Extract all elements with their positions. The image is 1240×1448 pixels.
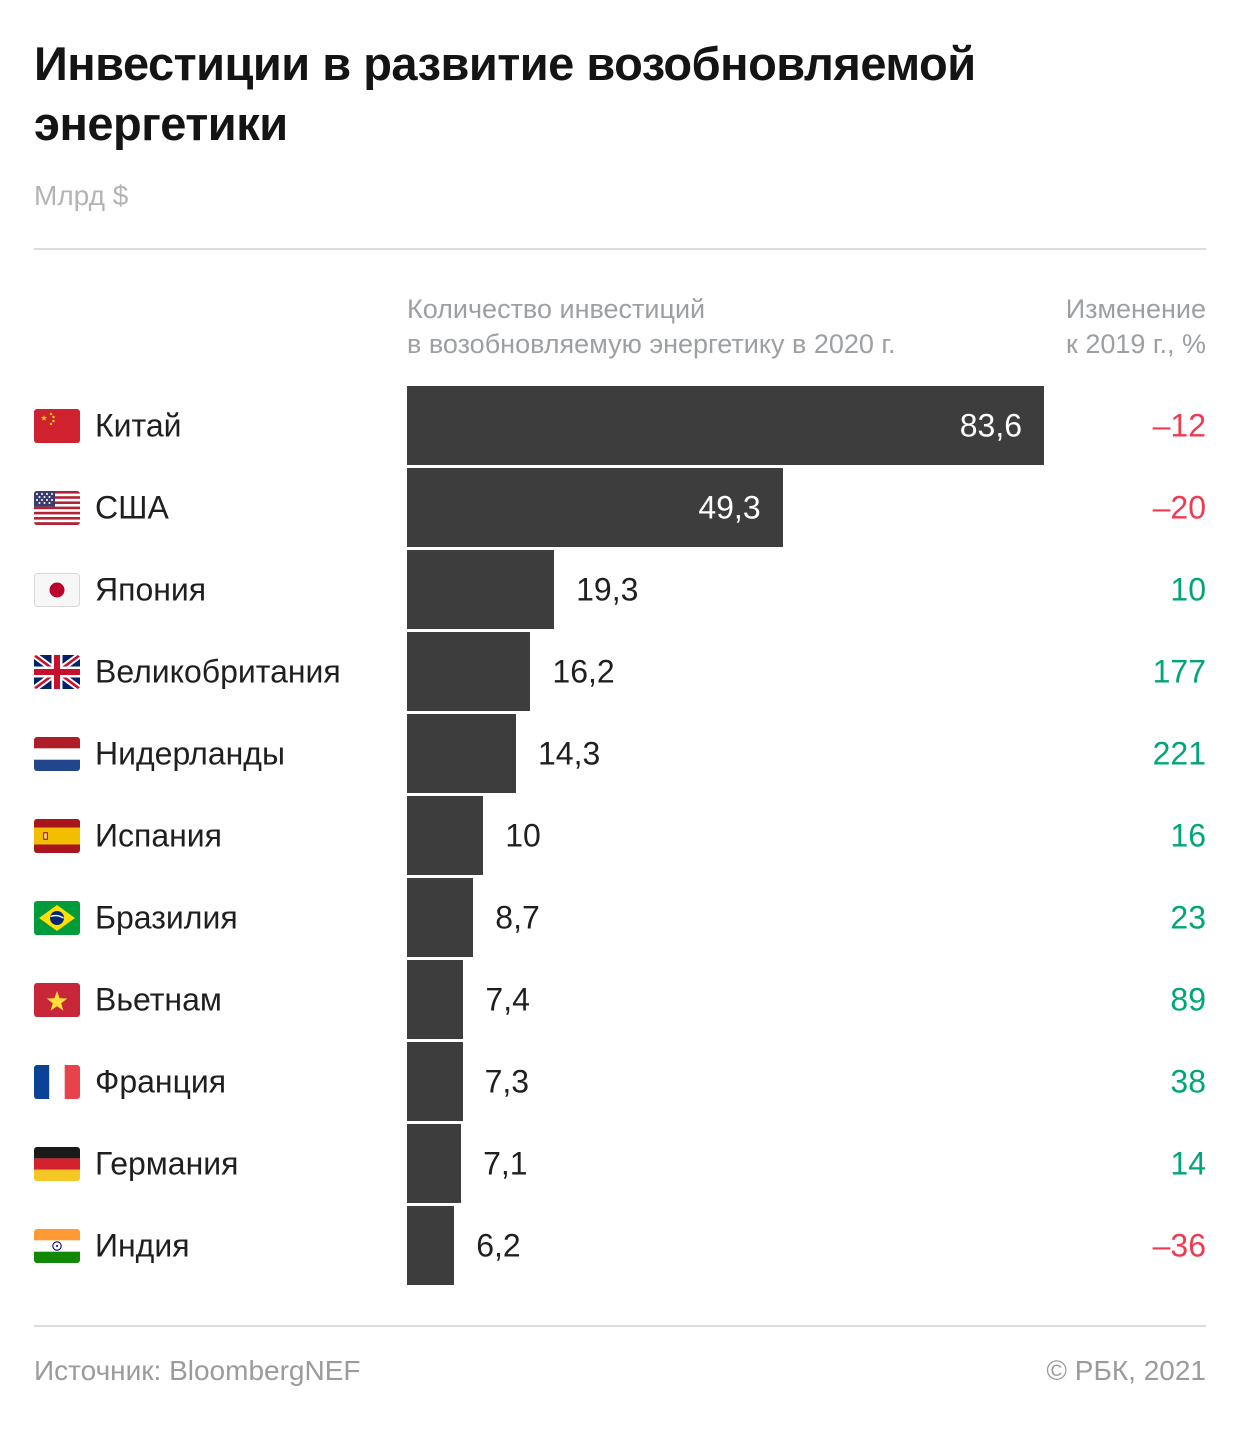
investment-bar bbox=[407, 878, 474, 958]
country-label: Нидерланды bbox=[95, 735, 285, 772]
source-label: Источник: BloombergNEF bbox=[34, 1355, 361, 1387]
france-flag-icon bbox=[34, 1064, 80, 1099]
table-row: Индия 6,2 –36 bbox=[34, 1206, 1206, 1286]
usa-flag-icon bbox=[34, 490, 80, 525]
japan-flag-icon bbox=[34, 572, 80, 607]
change-value-label: –36 bbox=[1152, 1227, 1206, 1264]
investment-bar bbox=[407, 1206, 455, 1286]
country-label: Испания bbox=[95, 817, 222, 854]
table-row: Вьетнам 7,4 89 bbox=[34, 960, 1206, 1040]
table-row: США 49,3 –20 bbox=[34, 468, 1206, 548]
india-flag-icon bbox=[34, 1228, 80, 1263]
change-column-header-line2: к 2019 г., % bbox=[1066, 329, 1206, 360]
table-row: Германия 7,1 14 bbox=[34, 1124, 1206, 1204]
investment-value-label: 7,4 bbox=[485, 981, 530, 1018]
country-label: Япония bbox=[95, 571, 207, 608]
country-label: Бразилия bbox=[95, 899, 238, 936]
investment-value-label: 6,2 bbox=[476, 1227, 521, 1264]
country-label: Франция bbox=[95, 1063, 227, 1100]
spain-flag-icon bbox=[34, 818, 80, 853]
investment-value-label: 16,2 bbox=[552, 653, 615, 690]
uk-flag-icon bbox=[34, 654, 80, 689]
table-row: Нидерланды 14,3 221 bbox=[34, 714, 1206, 794]
germany-flag-icon bbox=[34, 1146, 80, 1181]
infographic: Инвестиции в развитие возобновляемой эне… bbox=[0, 34, 1240, 1387]
column-headers: Количество инвестиций в возобновляемую э… bbox=[34, 292, 1206, 362]
investment-bar bbox=[407, 632, 531, 712]
top-divider bbox=[34, 248, 1206, 251]
table-row: Япония 19,3 10 bbox=[34, 550, 1206, 630]
bar-chart: Китай 83,6 –12 США 49,3 –20 Япония 19,3 … bbox=[34, 386, 1206, 1286]
investment-bar bbox=[407, 386, 1044, 466]
change-value-label: 23 bbox=[1170, 899, 1206, 936]
investment-value-label: 19,3 bbox=[576, 571, 639, 608]
country-label: Великобритания bbox=[95, 653, 341, 690]
change-value-label: 10 bbox=[1170, 571, 1206, 608]
investment-value-label: 10 bbox=[505, 817, 541, 854]
china-flag-icon bbox=[34, 408, 80, 443]
investment-bar bbox=[407, 714, 516, 794]
brazil-flag-icon bbox=[34, 900, 80, 935]
bottom-divider bbox=[34, 1325, 1206, 1328]
unit-label: Млрд $ bbox=[34, 180, 129, 212]
bar-column-header-line1: Количество инвестиций bbox=[407, 294, 706, 325]
change-value-label: 14 bbox=[1170, 1145, 1206, 1182]
change-value-label: 38 bbox=[1170, 1063, 1206, 1100]
country-label: Индия bbox=[95, 1227, 190, 1264]
country-label: США bbox=[95, 489, 169, 526]
table-row: Франция 7,3 38 bbox=[34, 1042, 1206, 1122]
bar-column-header: Количество инвестиций в возобновляемую э… bbox=[407, 292, 895, 362]
change-value-label: 89 bbox=[1170, 981, 1206, 1018]
investment-bar bbox=[407, 550, 555, 630]
table-row: Великобритания 16,2 177 bbox=[34, 632, 1206, 712]
change-value-label: 16 bbox=[1170, 817, 1206, 854]
page-title: Инвестиции в развитие возобновляемой эне… bbox=[34, 37, 976, 151]
investment-value-label: 49,3 bbox=[698, 489, 761, 526]
change-value-label: 177 bbox=[1152, 653, 1206, 690]
investment-bar bbox=[407, 796, 484, 876]
country-label: Германия bbox=[95, 1145, 239, 1182]
investment-value-label: 8,7 bbox=[495, 899, 540, 936]
country-label: Китай bbox=[95, 407, 182, 444]
netherlands-flag-icon bbox=[34, 736, 80, 771]
copyright-label: © РБК, 2021 bbox=[1046, 1355, 1206, 1387]
investment-value-label: 83,6 bbox=[959, 407, 1022, 444]
change-column-header: Изменение к 2019 г., % bbox=[1066, 292, 1206, 362]
table-row: Испания 10 16 bbox=[34, 796, 1206, 876]
table-row: Бразилия 8,7 23 bbox=[34, 878, 1206, 958]
change-value-label: –12 bbox=[1152, 407, 1206, 444]
bar-column-header-line2: в возобновляемую энергетику в 2020 г. bbox=[407, 329, 896, 360]
investment-value-label: 7,3 bbox=[484, 1063, 530, 1100]
country-label: Вьетнам bbox=[95, 981, 222, 1018]
investment-bar bbox=[407, 1042, 463, 1122]
table-row: Китай 83,6 –12 bbox=[34, 386, 1206, 466]
investment-bar bbox=[407, 468, 783, 548]
change-column-header-line1: Изменение bbox=[1065, 294, 1206, 325]
footer: Источник: BloombergNEF © РБК, 2021 bbox=[34, 1355, 1206, 1387]
investment-bar bbox=[407, 1124, 462, 1204]
investment-value-label: 14,3 bbox=[538, 735, 601, 772]
change-value-label: 221 bbox=[1152, 735, 1206, 772]
vietnam-flag-icon bbox=[34, 982, 80, 1017]
change-value-label: –20 bbox=[1152, 489, 1206, 526]
investment-bar bbox=[407, 960, 464, 1040]
investment-value-label: 7,1 bbox=[483, 1145, 528, 1182]
